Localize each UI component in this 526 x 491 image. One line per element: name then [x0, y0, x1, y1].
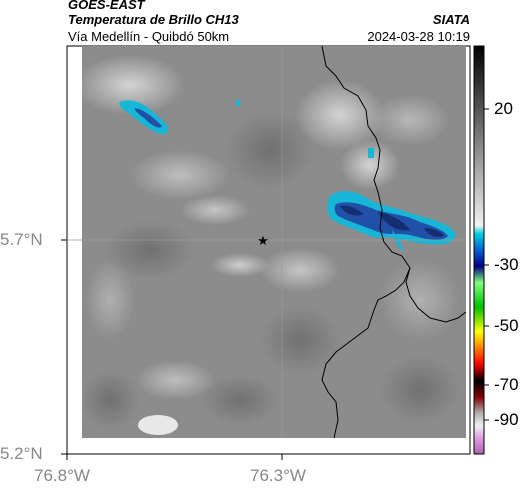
- timestamp-label: 2024-03-28 10:19: [367, 29, 470, 44]
- brightness-field: [82, 46, 466, 438]
- colorbar: [473, 45, 485, 455]
- colorbar-label-20: 20: [494, 99, 513, 118]
- region-subtitle: Vía Medellín - Quibdó 50km: [68, 29, 230, 44]
- product-title: Temperatura de Brillo CH13: [68, 12, 239, 27]
- colorbar-ticks: [484, 108, 489, 421]
- y-tick-5.2N: 5.2°N: [0, 444, 43, 463]
- colorbar-label-minus90: -90: [494, 410, 519, 429]
- colorbar-label-minus30: -30: [494, 255, 519, 274]
- colorbar-label-minus70: -70: [494, 375, 519, 394]
- department-borders: [321, 46, 466, 438]
- axis-ticks: [61, 239, 283, 460]
- x-tick-76.8W: 76.8°W: [34, 466, 90, 485]
- y-tick-5.7N: 5.7°N: [0, 230, 43, 249]
- station-star-icon: ★: [257, 234, 269, 249]
- org-label: SIATA: [432, 12, 470, 27]
- colorbar-label-minus50: -50: [494, 316, 519, 335]
- satellite-source-label: GOES-EAST: [68, 0, 145, 12]
- x-tick-76.3W: 76.3°W: [250, 466, 306, 485]
